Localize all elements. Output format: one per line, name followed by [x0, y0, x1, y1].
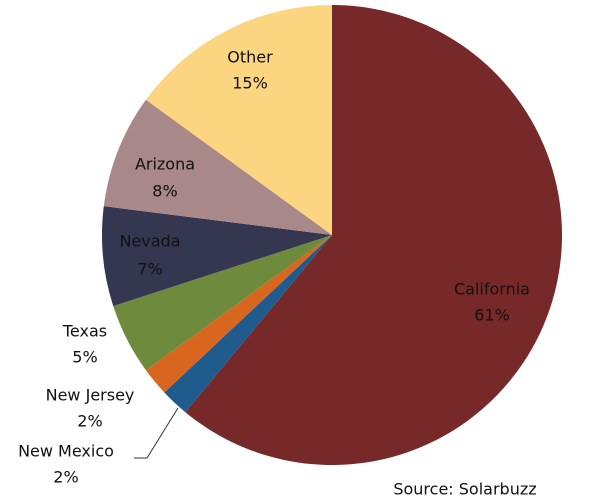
slice-value-label: 8%: [152, 182, 177, 201]
slice-label: New Mexico: [18, 442, 114, 461]
pie-slice: [102, 206, 333, 307]
slice-value-label: 15%: [232, 74, 268, 93]
slice-value-label: 2%: [53, 468, 78, 487]
pie-slice: [113, 235, 332, 371]
slice-label: Arizona: [135, 155, 195, 174]
slice-value-label: 61%: [474, 306, 510, 325]
pie-slice: [145, 5, 332, 235]
source-note: Source: Solarbuzz: [393, 480, 536, 499]
slice-label: Texas: [62, 322, 107, 341]
slice-value-label: 5%: [72, 348, 97, 367]
slice-value-label: 7%: [137, 260, 162, 279]
slice-value-label: 2%: [77, 412, 102, 431]
slice-label: Nevada: [119, 232, 180, 251]
pie-slice: [103, 99, 332, 236]
leader-line: [134, 407, 179, 459]
pie-slice: [164, 235, 332, 413]
slice-label: California: [454, 280, 530, 299]
slice-label: Other: [227, 48, 273, 67]
slice-label: New Jersey: [46, 386, 135, 405]
pie-slice: [145, 235, 332, 393]
pie-slice: [185, 5, 563, 465]
